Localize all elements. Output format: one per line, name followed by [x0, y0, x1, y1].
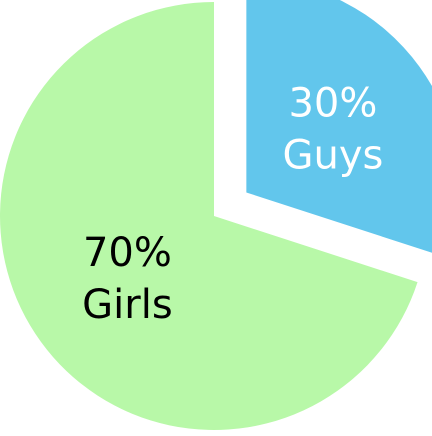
pie-label-percent-guys: 30%: [288, 81, 377, 127]
pie-label-name-girls: Girls: [82, 282, 173, 328]
pie-label-name-guys: Guys: [282, 133, 383, 179]
pie-label-percent-girls: 70%: [83, 230, 172, 276]
pie-slice-girls: [0, 2, 418, 430]
pie-slice-guys: [246, 0, 432, 253]
